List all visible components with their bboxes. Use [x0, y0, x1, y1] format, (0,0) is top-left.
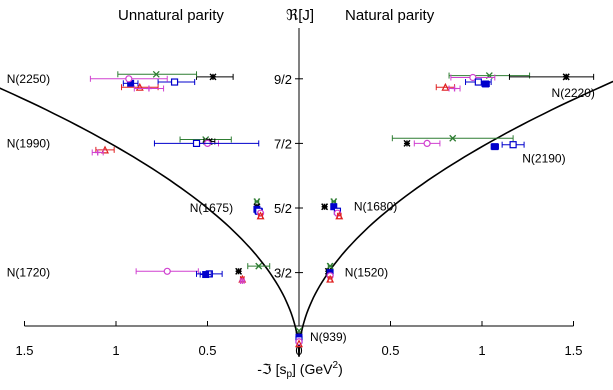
axes — [24, 28, 574, 327]
y-tick-label: 3/2 — [274, 266, 292, 281]
data-point — [256, 211, 265, 220]
x-tick-label: 0.5 — [198, 343, 216, 358]
unnatural-parity-curve — [0, 87, 300, 357]
data-point — [403, 139, 411, 147]
state-label: N(1990) — [7, 136, 50, 150]
title-right: Natural parity — [345, 7, 435, 24]
data-point — [481, 80, 490, 88]
marker-filled-square — [482, 80, 490, 88]
marker-plus — [94, 149, 101, 156]
y-tick-label: 9/2 — [274, 72, 292, 87]
marker-triangle — [326, 274, 335, 283]
data-point — [196, 270, 223, 278]
data-point — [321, 203, 329, 211]
marker-triangle — [335, 211, 344, 220]
x-tick-label: 1 — [112, 343, 119, 358]
data-point — [89, 75, 168, 83]
data-points — [89, 70, 595, 348]
data-point — [490, 143, 499, 151]
marker-open-square — [192, 139, 201, 147]
data-point — [391, 134, 514, 142]
marker-x — [449, 134, 457, 142]
marker-open-square — [509, 141, 517, 149]
data-point — [157, 78, 196, 86]
y-tick-label: 5/2 — [274, 201, 292, 216]
marker-star — [403, 139, 411, 147]
marker-x — [152, 70, 160, 78]
marker-triangle — [256, 211, 265, 220]
marker-open-square — [474, 78, 482, 86]
x-axis-label: -ℑ [sp] (GeV2) — [257, 360, 342, 380]
marker-triangle — [135, 82, 144, 91]
marker-filled-square — [491, 143, 499, 151]
marker-plus — [451, 85, 458, 92]
x-tick-label: 0.5 — [381, 343, 399, 358]
data-point — [326, 274, 335, 283]
marker-x — [326, 262, 334, 270]
marker-open-circle — [423, 139, 431, 147]
x-tick-label: 1 — [478, 343, 485, 358]
data-point — [435, 82, 456, 91]
marker-plus — [145, 85, 152, 92]
marker-triangle — [295, 339, 303, 348]
data-point — [120, 82, 159, 91]
data-point — [153, 139, 260, 147]
marker-open-circle — [469, 73, 477, 82]
data-point — [326, 262, 334, 270]
marker-plus — [239, 277, 246, 284]
marker-star — [235, 267, 243, 275]
title-left: Unnatural parity — [118, 7, 224, 24]
marker-x — [255, 262, 263, 270]
marker-star — [562, 73, 570, 81]
y-ticks: 3/2 5/2 7/2 9/2 — [274, 72, 303, 281]
data-point — [239, 277, 246, 284]
natural-parity-curve — [298, 80, 613, 357]
data-point — [330, 203, 338, 211]
data-point — [450, 73, 496, 82]
marker-star — [321, 203, 329, 211]
state-labels: N(2250) N(1990) N(1675) N(1720) N(2220) N(219… — [7, 72, 595, 344]
data-point — [295, 339, 303, 348]
data-point — [133, 85, 165, 92]
data-point — [235, 267, 243, 275]
marker-filled-square — [330, 203, 338, 211]
marker-open-circle — [163, 267, 171, 275]
x-tick-label: 1.5 — [15, 343, 33, 358]
marker-x — [253, 198, 261, 205]
state-label: N(1675) — [190, 201, 233, 215]
data-point — [448, 85, 461, 92]
y-tick-label: 7/2 — [274, 136, 292, 151]
state-label: N(939) — [310, 330, 347, 344]
state-label: N(2190) — [522, 151, 565, 165]
data-point — [335, 211, 344, 220]
state-label: N(2220) — [552, 86, 595, 100]
data-point — [199, 271, 212, 279]
x-tick-label: 1.5 — [564, 343, 582, 358]
data-point — [413, 139, 441, 147]
marker-open-circle — [125, 75, 133, 83]
y-axis-label: ℜ[J] — [286, 7, 314, 24]
data-point — [501, 141, 525, 149]
state-label: N(1520) — [345, 266, 388, 280]
data-point — [91, 149, 104, 156]
regge-curves — [0, 80, 613, 357]
marker-filled-square — [202, 271, 210, 279]
marker-triangle — [441, 82, 450, 91]
marker-open-square — [170, 78, 179, 86]
state-label: N(2250) — [7, 72, 50, 86]
data-point — [117, 70, 198, 78]
data-point — [196, 73, 234, 81]
data-point — [253, 198, 261, 205]
marker-star — [209, 73, 217, 81]
data-point — [247, 262, 271, 270]
state-label: N(1720) — [7, 266, 50, 280]
state-label: N(1680) — [354, 200, 397, 214]
data-point — [135, 267, 199, 275]
data-point — [508, 73, 595, 81]
